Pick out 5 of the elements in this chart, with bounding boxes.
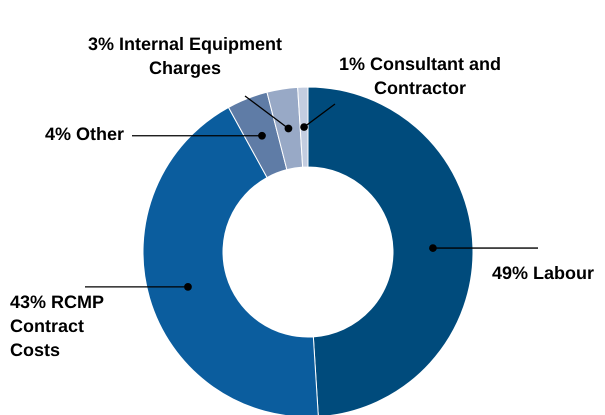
slice-label: 4% Other xyxy=(45,124,124,144)
slice-label: 1% Consultant and Contractor xyxy=(338,54,502,98)
slice-label: 49% Labour xyxy=(492,263,594,283)
slice-label: 3% Internal Equipment Charges xyxy=(88,34,282,78)
slice-label: 43% RCMP Contract Costs xyxy=(10,292,104,360)
